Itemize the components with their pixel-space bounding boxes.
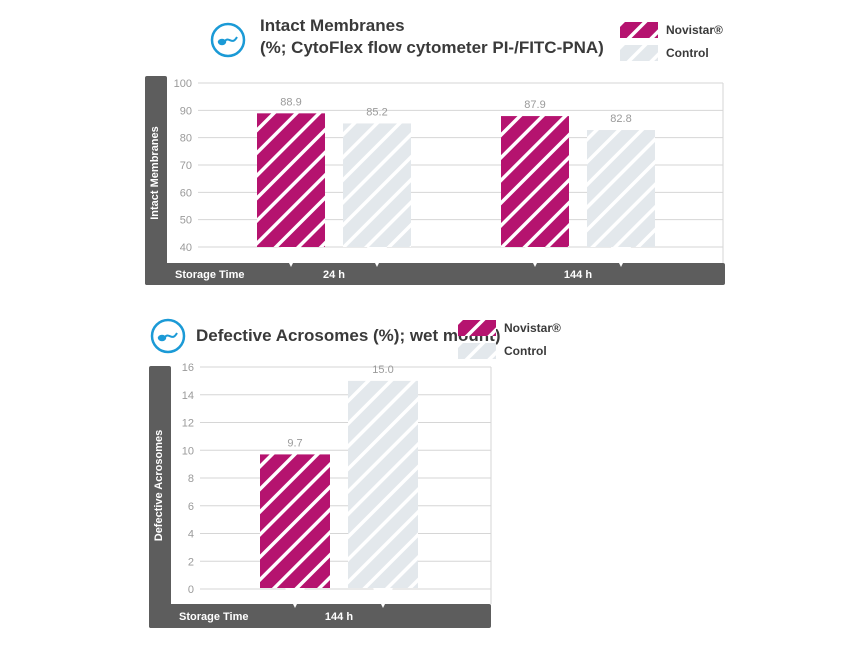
chart1-y-tick-label: 40: [180, 242, 192, 254]
chart1-bar-control: [587, 130, 655, 247]
sperm-cell-icon: [210, 22, 246, 58]
chart2-bar-pointer: [285, 588, 305, 608]
chart2-y-axis-title: Defective Acrosomes: [153, 430, 165, 541]
legend2-novistar-label: Novistar®: [504, 321, 561, 335]
chart1-y-tick-label: 100: [174, 78, 192, 90]
chart1-frame-left: [145, 76, 167, 285]
chart1-bar-control: [343, 123, 411, 247]
chart1-x-axis-title: Storage Time: [175, 269, 245, 281]
chart2-x-axis-title: Storage Time: [179, 611, 249, 623]
chart1-y-tick-label: 50: [180, 215, 192, 227]
legend2-novistar-swatch: [458, 320, 496, 336]
chart1-axis-bar: [145, 263, 725, 285]
chart1-y-tick-label: 60: [180, 187, 192, 199]
chart1-title: Intact Membranes: [260, 16, 405, 35]
chart1-bar-novistar: [257, 113, 325, 247]
chart1-y-axis-title: Intact Membranes: [149, 126, 161, 220]
legend1-novistar-swatch: [620, 22, 658, 38]
chart1-y-tick-label: 70: [180, 160, 192, 172]
legend1-control-label: Control: [666, 46, 709, 60]
legend2-control-label: Control: [504, 344, 547, 358]
chart1-bar-pointer: [611, 247, 631, 267]
chart2-y-tick-label: 16: [182, 362, 194, 374]
chart1-data-label: 88.9: [280, 96, 301, 108]
chart2-y-tick-label: 4: [188, 529, 194, 541]
chart2-bar-control: [348, 380, 418, 588]
chart1-data-label: 85.2: [366, 106, 387, 118]
legend2-control-swatch: [458, 343, 496, 359]
chart1-bar-pointer: [367, 247, 387, 267]
chart2-axis-bar: [149, 604, 491, 628]
chart2-data-label: 9.7: [287, 437, 302, 449]
chart2-y-tick-label: 14: [182, 390, 194, 402]
legend1-control-swatch: [620, 45, 658, 61]
chart1-bar-pointer: [525, 247, 545, 267]
chart2-y-tick-label: 0: [188, 584, 194, 596]
chart1-y-tick-label: 80: [180, 133, 192, 145]
sperm-cell-icon: [150, 318, 186, 354]
chart1-subtitle: (%; CytoFlex flow cytometer PI-/FITC-PNA…: [260, 38, 604, 57]
chart2-y-tick-label: 12: [182, 418, 194, 430]
chart2-bar-novistar: [260, 454, 330, 588]
chart2-frame-left: [149, 366, 171, 628]
chart2-category-label: 144 h: [325, 611, 353, 623]
chart2-bar-pointer: [373, 588, 393, 608]
chart2-y-tick-label: 10: [182, 445, 194, 457]
chart1-y-tick-label: 90: [180, 105, 192, 117]
chart1-category-label: 24 h: [323, 269, 345, 281]
chart1-data-label: 87.9: [524, 99, 545, 111]
chart2-y-tick-label: 2: [188, 556, 194, 568]
legend1-novistar-label: Novistar®: [666, 23, 723, 37]
chart1-data-label: 82.8: [610, 113, 631, 125]
chart2-title: Defective Acrosomes (%); wet mount): [196, 326, 501, 345]
chart2-y-tick-label: 6: [188, 501, 194, 513]
chart1-bar-pointer: [281, 247, 301, 267]
chart1-category-label: 144 h: [564, 269, 592, 281]
chart2-data-label: 15.0: [372, 364, 393, 376]
chart1-bar-novistar: [501, 116, 569, 247]
chart2-y-tick-label: 8: [188, 473, 194, 485]
